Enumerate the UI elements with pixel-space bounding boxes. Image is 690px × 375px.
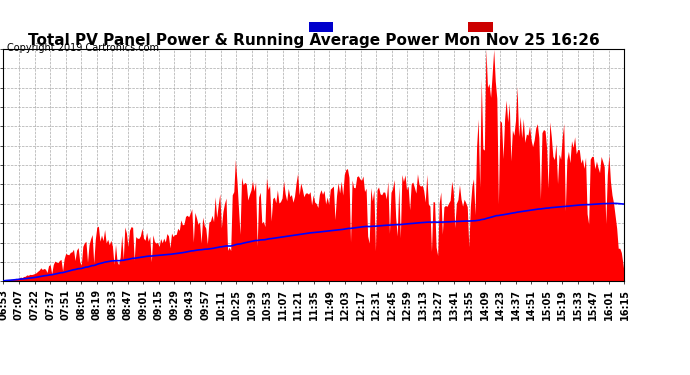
Title: Total PV Panel Power & Running Average Power Mon Nov 25 16:26: Total PV Panel Power & Running Average P…: [28, 33, 600, 48]
Text: Copyright 2019 Cartronics.com: Copyright 2019 Cartronics.com: [7, 43, 159, 52]
Legend: Average (DC Watts), PV Panels (DC Watts): Average (DC Watts), PV Panels (DC Watts): [307, 20, 620, 34]
